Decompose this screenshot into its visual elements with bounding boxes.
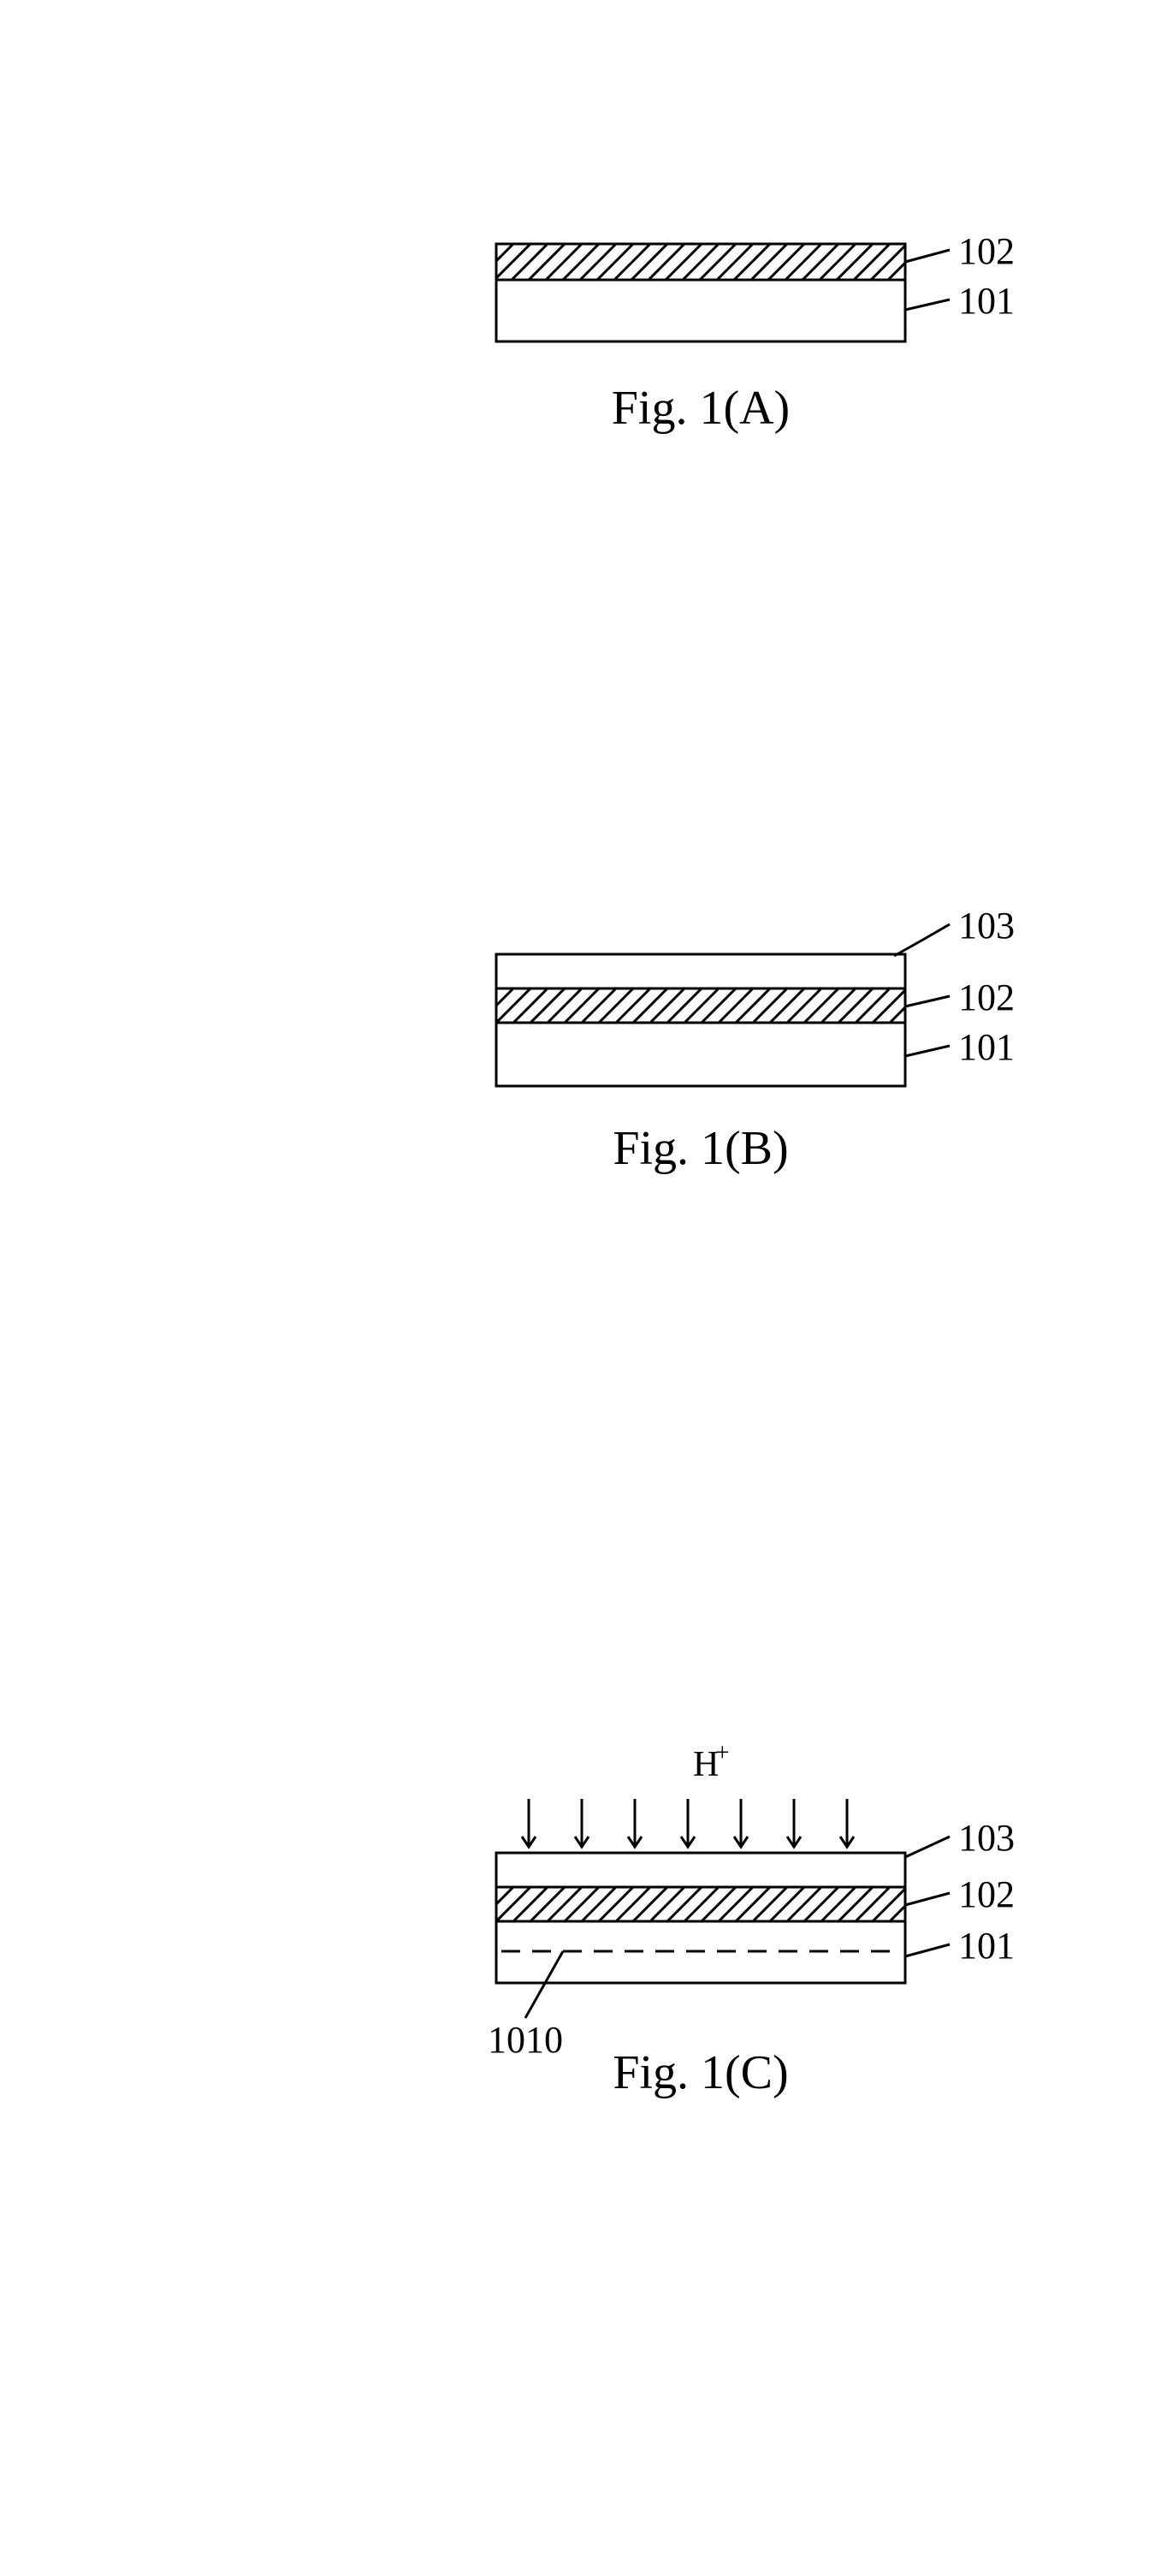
ion-label-sup: + [715, 1739, 730, 1766]
figure-c: H+1031021011010Fig. 1(C) [231, 1695, 1087, 2131]
figure-caption: Fig. 1(A) [612, 382, 790, 435]
layer-label-103: 103 [958, 905, 1015, 947]
figure-a: 102 101 Fig. 1(A) [231, 120, 1087, 479]
layer-label-1010: 1010 [488, 2019, 563, 2061]
layer-label-101: 101 [958, 280, 1015, 322]
layer-label-102: 102 [958, 230, 1015, 272]
layer-label-103: 103 [958, 1817, 1015, 1859]
layer-label-101: 101 [958, 1026, 1015, 1068]
figure-c-diagram: H+1031021011010Fig. 1(C) [231, 1695, 1087, 2131]
layer-label-101: 101 [958, 1925, 1015, 1967]
figure-caption: Fig. 1(B) [613, 1122, 788, 1175]
figure-b-diagram: 103 102 101 Fig. 1(B) [231, 839, 1087, 1215]
figure-b: 103 102 101 Fig. 1(B) [231, 839, 1087, 1215]
figure-caption: Fig. 1(C) [613, 2046, 788, 2099]
layer-label-102: 102 [958, 976, 1015, 1018]
layer-label-102: 102 [958, 1873, 1015, 1915]
figure-a-diagram: 102 101 Fig. 1(A) [231, 120, 1087, 479]
